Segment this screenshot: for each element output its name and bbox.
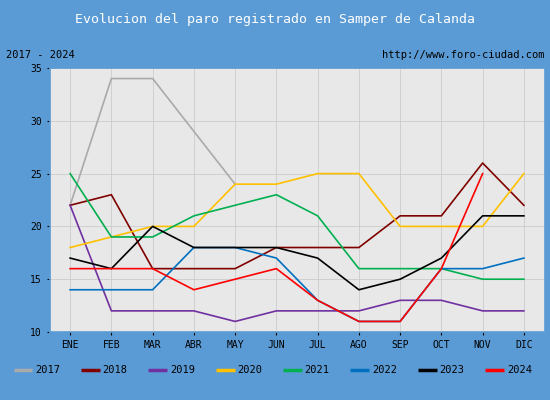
Text: 2017 - 2024: 2017 - 2024: [6, 50, 74, 60]
Text: 2017: 2017: [35, 365, 60, 375]
Text: 2022: 2022: [372, 365, 397, 375]
Text: Evolucion del paro registrado en Samper de Calanda: Evolucion del paro registrado en Samper …: [75, 14, 475, 26]
Text: 2024: 2024: [507, 365, 532, 375]
Text: 2023: 2023: [439, 365, 464, 375]
Text: 2019: 2019: [170, 365, 195, 375]
Text: http://www.foro-ciudad.com: http://www.foro-ciudad.com: [382, 50, 544, 60]
Text: 2021: 2021: [305, 365, 329, 375]
Text: 2020: 2020: [237, 365, 262, 375]
Text: 2018: 2018: [102, 365, 128, 375]
